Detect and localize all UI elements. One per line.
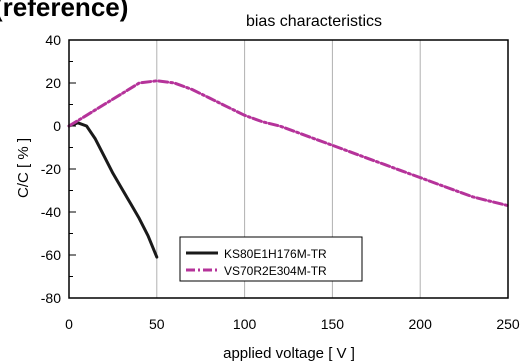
y-tick-label: -40: [41, 204, 61, 220]
x-tick-label: 50: [149, 316, 165, 332]
legend-box: [179, 236, 363, 282]
header-fragment: (reference): [0, 0, 128, 22]
series-line-0: [67, 121, 159, 259]
x-axis-label: applied voltage [ V ]: [223, 345, 355, 362]
y-tick-label: -80: [41, 290, 61, 306]
legend-label-vs70r2e304m: VS70R2E304M-TR: [224, 264, 327, 278]
y-tick-label: 0: [53, 118, 61, 134]
y-axis-label: C/C [ % ]: [15, 138, 32, 198]
y-tick-label: 40: [45, 32, 61, 48]
legend-label-ks80e1h176m: KS80E1H176M-TR: [224, 247, 327, 261]
series-lines: [67, 79, 510, 259]
x-tick-label: 200: [409, 316, 433, 332]
chart-title: bias characteristics: [246, 13, 382, 30]
x-tick-label: 250: [496, 316, 520, 332]
plot-frame: [68, 39, 509, 299]
x-tick-label: 0: [65, 316, 73, 332]
y-tick-label: -20: [41, 161, 61, 177]
series-line-1: [67, 79, 510, 208]
y-tick-label: -60: [41, 247, 61, 263]
y-tick-label: 20: [45, 75, 61, 91]
axis-ticks: [69, 39, 76, 299]
x-tick-label: 100: [233, 316, 257, 332]
x-tick-label: 150: [321, 316, 345, 332]
legend: KS80E1H176M-TR VS70R2E304M-TR: [179, 236, 363, 282]
